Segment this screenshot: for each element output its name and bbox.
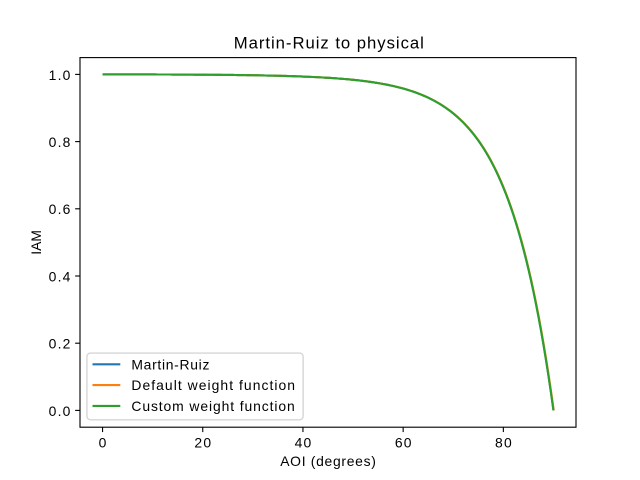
svg-text:AOI (degrees): AOI (degrees)	[280, 453, 376, 469]
svg-text:0.2: 0.2	[49, 336, 72, 352]
svg-text:Default weight function: Default weight function	[131, 377, 296, 393]
svg-text:1.0: 1.0	[49, 67, 72, 83]
svg-text:0.8: 0.8	[49, 134, 72, 150]
svg-text:0.4: 0.4	[49, 268, 72, 284]
svg-text:Martin-Ruiz to physical: Martin-Ruiz to physical	[234, 34, 425, 53]
svg-text:0.0: 0.0	[49, 403, 72, 419]
svg-text:Custom weight function: Custom weight function	[131, 398, 295, 414]
svg-text:0: 0	[99, 435, 108, 451]
svg-text:80: 80	[495, 435, 513, 451]
svg-text:IAM: IAM	[28, 230, 44, 255]
svg-text:Martin-Ruiz: Martin-Ruiz	[131, 356, 210, 372]
svg-text:0.6: 0.6	[49, 201, 72, 217]
svg-text:20: 20	[194, 435, 212, 451]
svg-text:60: 60	[395, 435, 413, 451]
svg-text:40: 40	[295, 435, 313, 451]
